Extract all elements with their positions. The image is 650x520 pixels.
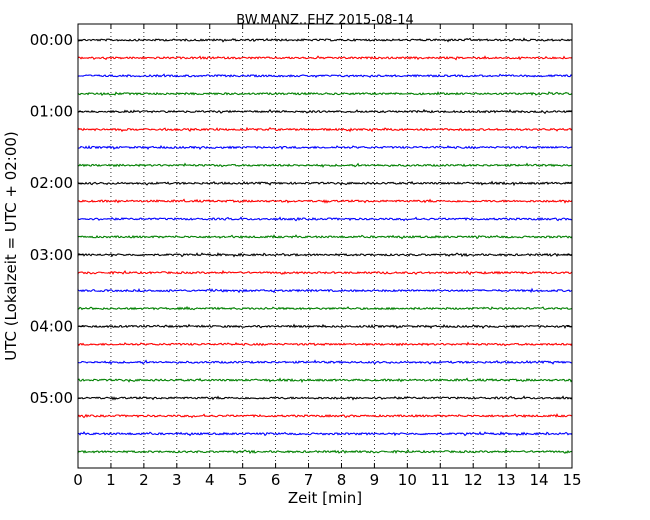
y-axis-ticks: 00:00 01:00 02:00 03:00 04:00 05:00 (30, 31, 572, 407)
trace-21 (77, 413, 573, 419)
vertical-gridlines (110, 24, 540, 468)
trace-8 (77, 180, 573, 187)
trace-6 (77, 145, 573, 150)
y-tick-label-2: 02:00 (30, 174, 73, 192)
x-tick-label-11: 11 (431, 471, 450, 489)
plot-frame (77, 23, 573, 469)
trace-19 (77, 377, 573, 383)
trace-11 (77, 234, 573, 240)
trace-3 (77, 91, 573, 97)
trace-12 (77, 252, 573, 258)
y-tick-label-5: 05:00 (30, 389, 73, 407)
y-tick-label-0: 00:00 (30, 31, 73, 49)
trace-15 (77, 305, 573, 311)
x-tick-label-3: 3 (172, 471, 182, 489)
trace-0 (77, 37, 573, 43)
x-tick-label-10: 10 (398, 471, 417, 489)
x-axis-ticks: 0 1 2 3 4 5 6 7 8 9 10 11 12 13 14 15 (73, 24, 582, 489)
trace-23 (77, 448, 573, 455)
x-tick-label-15: 15 (562, 471, 581, 489)
trace-7 (77, 162, 573, 168)
x-axis-label: Zeit [min] (288, 489, 362, 507)
trace-9 (77, 198, 573, 204)
x-tick-label-0: 0 (73, 471, 83, 489)
trace-10 (77, 216, 573, 222)
y-tick-label-3: 03:00 (30, 246, 73, 264)
y-tick-label-1: 01:00 (30, 103, 73, 121)
trace-14 (77, 287, 573, 294)
y-tick-label-4: 04:00 (30, 317, 73, 335)
x-tick-label-12: 12 (464, 471, 483, 489)
x-tick-label-5: 5 (238, 471, 248, 489)
trace-17 (77, 341, 573, 347)
trace-22 (77, 431, 573, 437)
x-tick-label-9: 9 (370, 471, 380, 489)
trace-16 (77, 323, 573, 329)
trace-18 (77, 359, 573, 365)
chart-title: BW.MANZ..EHZ 2015-08-14 (236, 13, 414, 28)
x-tick-label-1: 1 (106, 471, 116, 489)
trace-13 (77, 269, 573, 276)
x-tick-label-7: 7 (304, 471, 314, 489)
y-axis-label: UTC (Lokalzeit = UTC + 02:00) (2, 131, 20, 361)
seismogram-traces (77, 37, 573, 455)
trace-4 (77, 108, 573, 115)
trace-5 (77, 126, 573, 133)
trace-20 (77, 395, 573, 401)
trace-2 (77, 73, 573, 79)
x-tick-label-4: 4 (205, 471, 215, 489)
x-tick-label-8: 8 (337, 471, 347, 489)
x-tick-label-2: 2 (139, 471, 149, 489)
x-tick-label-14: 14 (530, 471, 549, 489)
x-tick-label-6: 6 (271, 471, 281, 489)
trace-1 (77, 55, 573, 61)
x-tick-label-13: 13 (497, 471, 516, 489)
